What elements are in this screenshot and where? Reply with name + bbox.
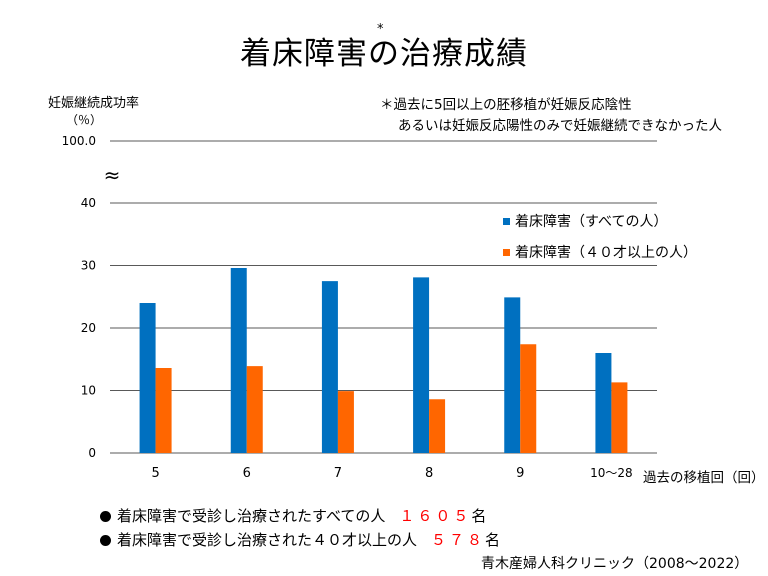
bar-all [413, 277, 430, 453]
x-tick-label: 9 [516, 466, 524, 481]
clinic-credit: 青木産婦人科クリニック（2008〜2022） [481, 556, 749, 572]
legend-swatch-all [503, 217, 510, 225]
bar-40 [246, 366, 263, 453]
bullet-icon [100, 511, 111, 522]
footnote-line-1: ＊過去に5回以上の胚移植が妊娠反応陰性 [380, 97, 632, 113]
y-axis-unit: （％） [66, 113, 103, 127]
y-tick-label: 10 [81, 384, 96, 398]
title-footnote-mark: * [377, 22, 384, 37]
legend-label-40: 着床障害（４０才以上の人） [515, 245, 697, 261]
bar-40 [155, 368, 172, 453]
footnote-line-2: あるいは妊娠反応陽性のみで妊娠継続できなかった人 [398, 118, 722, 134]
y-tick-label: 0 [88, 446, 96, 460]
y-tick-label-top: 100.0 [62, 134, 96, 148]
bar-all [230, 268, 247, 453]
y-tick-label: 30 [81, 259, 96, 273]
y-axis-label: 妊娠継続成功率 [48, 96, 140, 111]
summary-text-40: 着床障害で受診し治療された４０才以上の人 [117, 531, 418, 549]
x-tick-label: 6 [243, 466, 251, 481]
summary-unit-all: 名 [471, 507, 487, 525]
bar-40 [520, 344, 537, 453]
axis-break-mark: ≈ [104, 163, 121, 187]
bar-all [139, 303, 156, 453]
legend-item-all: 着床障害（すべての人） [503, 211, 667, 231]
summary-count-40: ５７８ [431, 531, 486, 549]
bar-all [321, 281, 338, 453]
summary-line-40: 着床障害で受診し治療された４０才以上の人 ５７８名 [100, 529, 500, 550]
x-tick-label: 7 [334, 466, 342, 481]
legend-label-all: 着床障害（すべての人） [515, 214, 668, 230]
x-tick-label: 8 [425, 466, 433, 481]
legend-swatch-40 [503, 248, 510, 256]
x-tick-label: 10〜28 [590, 466, 633, 480]
summary-count-all: １６０５ [399, 507, 472, 525]
bar-40 [611, 382, 628, 453]
x-axis-label: 過去の移植回（回） [643, 470, 765, 486]
bar-all [504, 297, 521, 453]
summary-line-all: 着床障害で受診し治療されたすべての人 １６０５名 [100, 505, 486, 526]
bullet-icon [100, 535, 111, 546]
y-tick-label: 20 [81, 321, 96, 335]
legend-item-40: 着床障害（４０才以上の人） [503, 242, 697, 262]
chart-title: 着床障害の治療成績 [240, 36, 528, 72]
x-tick-label: 5 [151, 466, 159, 481]
summary-text-all: 着床障害で受診し治療されたすべての人 [117, 507, 386, 525]
bar-40 [429, 399, 446, 453]
bar-40 [337, 391, 354, 453]
bar-all [595, 353, 612, 453]
summary-unit-40: 名 [485, 531, 501, 549]
y-tick-label: 40 [81, 196, 96, 210]
